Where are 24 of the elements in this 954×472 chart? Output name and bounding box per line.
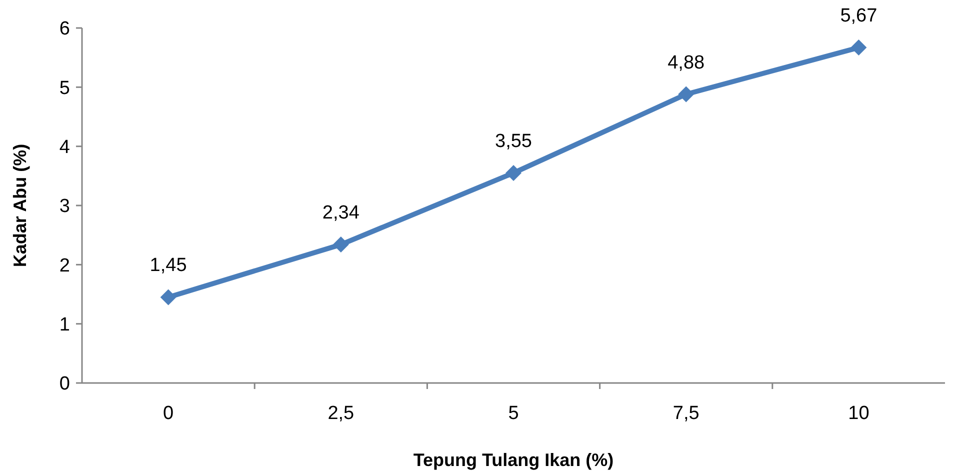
y-tick-label: 6 (59, 18, 70, 40)
point (850, 40, 867, 56)
point (678, 86, 694, 102)
x-axis-title: Tepung Tulang Ikan (%) (413, 450, 614, 470)
y-tick-label: 2 (59, 255, 70, 276)
y-axis-title: Kadar Abu (%) (10, 144, 30, 268)
x-tick-label: 0 (163, 403, 174, 424)
data-label: 1,45 (150, 255, 187, 276)
data-label: 2,34 (322, 202, 360, 224)
y-tick-label: 3 (59, 196, 70, 218)
point (160, 289, 176, 306)
y-tick-label: 5 (59, 78, 70, 99)
y-tick-label: 1 (59, 314, 70, 336)
point (332, 236, 349, 253)
x-tick-label: 10 (848, 403, 870, 424)
x-tick-label: 7,5 (672, 403, 700, 424)
y-tick-label: 0 (59, 374, 70, 395)
x-tick-label: 2,5 (328, 403, 354, 424)
data-label: 4,88 (668, 52, 705, 74)
data-label: 3,55 (495, 130, 532, 152)
point (506, 164, 522, 181)
data-label: 5,67 (840, 6, 878, 27)
y-tick-label: 4 (59, 136, 70, 158)
x-tick-label: 5 (508, 403, 519, 424)
